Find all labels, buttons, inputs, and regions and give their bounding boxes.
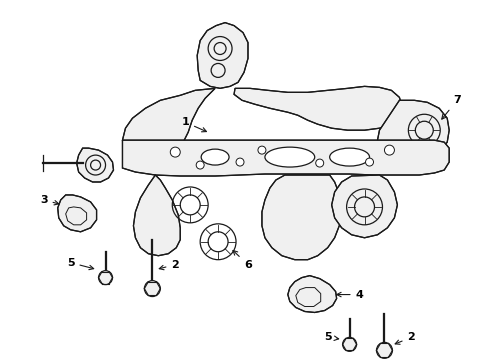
Circle shape: [258, 146, 265, 154]
Text: 4: 4: [336, 289, 363, 300]
Circle shape: [342, 337, 356, 351]
Circle shape: [236, 158, 244, 166]
Polygon shape: [262, 175, 341, 260]
Polygon shape: [77, 148, 113, 182]
Text: 5: 5: [67, 258, 94, 270]
Polygon shape: [287, 276, 336, 312]
Polygon shape: [234, 86, 402, 130]
Text: 5: 5: [323, 332, 338, 342]
Text: 6: 6: [232, 251, 251, 270]
Text: 7: 7: [441, 95, 460, 119]
Polygon shape: [377, 100, 448, 162]
Circle shape: [99, 271, 112, 285]
Text: 2: 2: [394, 332, 414, 344]
Polygon shape: [122, 140, 448, 176]
Polygon shape: [331, 175, 397, 238]
Circle shape: [384, 145, 394, 155]
Text: 3: 3: [40, 195, 59, 205]
Circle shape: [144, 280, 160, 297]
Polygon shape: [58, 195, 96, 232]
Ellipse shape: [329, 148, 369, 166]
Polygon shape: [133, 175, 180, 256]
Ellipse shape: [201, 149, 228, 165]
Circle shape: [365, 158, 373, 166]
Text: 2: 2: [159, 260, 179, 270]
Polygon shape: [197, 23, 247, 88]
Circle shape: [315, 159, 323, 167]
Circle shape: [170, 147, 180, 157]
Circle shape: [196, 161, 203, 169]
Text: 1: 1: [181, 117, 206, 132]
Polygon shape: [122, 88, 215, 163]
Ellipse shape: [264, 147, 314, 167]
Circle shape: [376, 342, 392, 358]
